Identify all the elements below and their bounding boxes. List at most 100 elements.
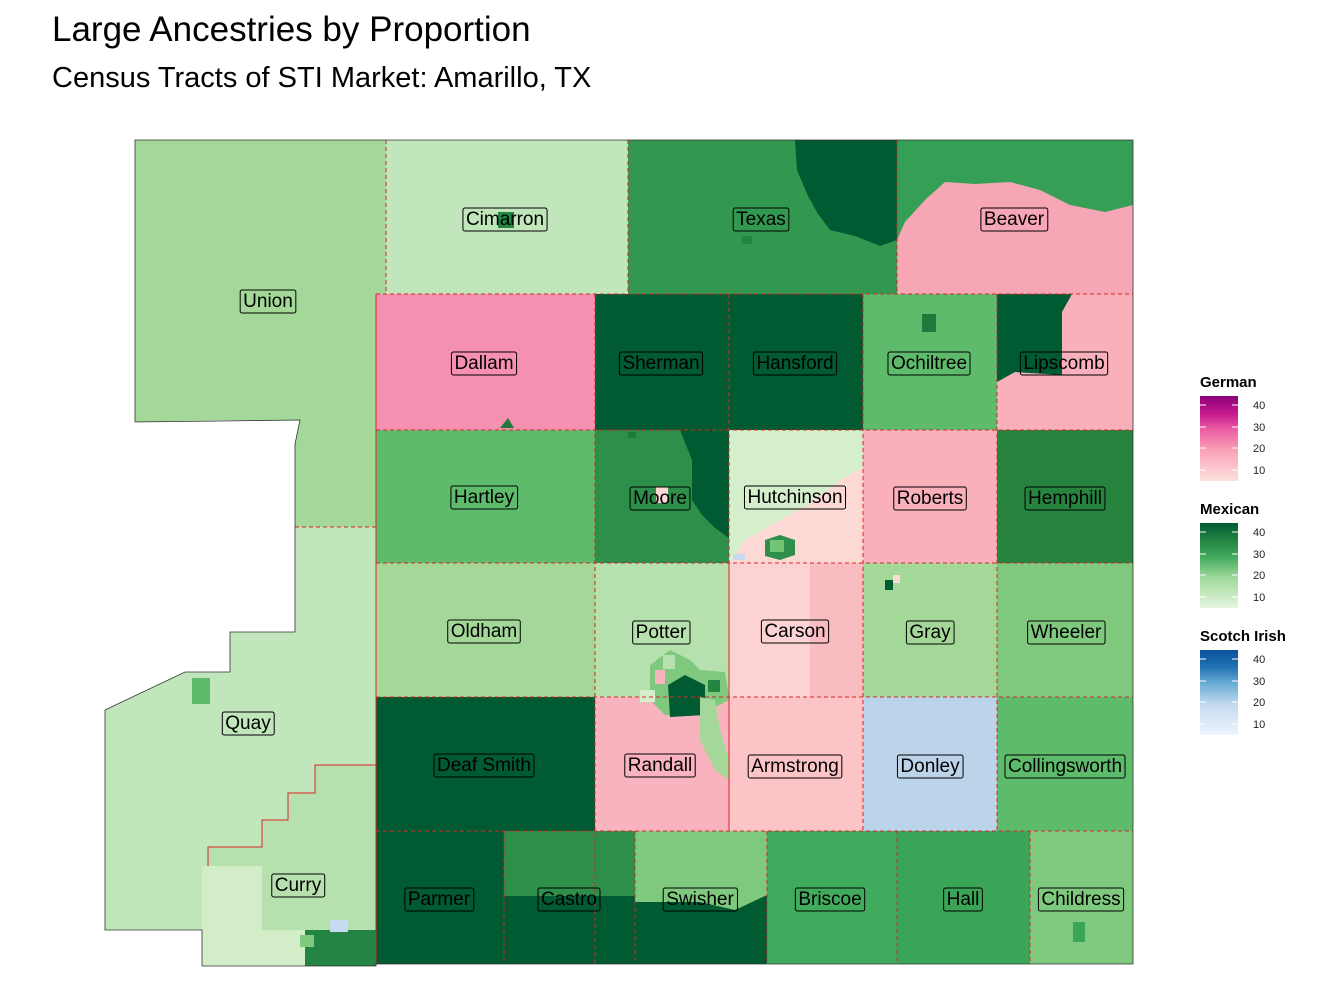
county-label-briscoe: Briscoe xyxy=(794,887,866,912)
county-label-dallam: Dallam xyxy=(450,351,518,376)
county-label-deaf-smith: Deaf Smith xyxy=(433,753,535,778)
legend-colorbar xyxy=(1200,523,1238,608)
county-hartley xyxy=(376,430,595,563)
county-label-box xyxy=(450,351,518,376)
county-deaf-smith xyxy=(376,697,595,831)
county-label-box xyxy=(1004,754,1126,779)
county-borders xyxy=(295,140,1133,964)
county-label-box xyxy=(980,207,1049,232)
county-quay xyxy=(105,527,376,930)
county-name: Hansford xyxy=(756,353,833,374)
county-label-box xyxy=(221,711,275,736)
county-label-box xyxy=(404,887,475,912)
county-name: Sherman xyxy=(622,353,699,374)
legend-tick-label: 40 xyxy=(1253,527,1265,539)
county-label-box xyxy=(632,620,691,645)
county-label-texas: Texas xyxy=(732,207,790,232)
county-name: Briscoe xyxy=(798,889,861,910)
legend-title: German xyxy=(1200,374,1257,391)
legend-tick-label: 10 xyxy=(1253,592,1265,604)
legend-tick-label: 20 xyxy=(1253,697,1265,709)
county-label-box xyxy=(743,485,847,510)
county-name: Ochiltree xyxy=(891,353,967,374)
hutchinson-pink-tract xyxy=(729,468,863,563)
legend-tick-label: 30 xyxy=(1253,676,1265,688)
legend-tick-label: 20 xyxy=(1253,570,1265,582)
county-union xyxy=(135,140,386,527)
county-briscoe xyxy=(767,831,897,964)
county-label-box xyxy=(760,619,830,644)
county-label-box xyxy=(1024,486,1106,511)
county-label-box xyxy=(794,887,866,912)
castro-north-tract xyxy=(504,831,635,896)
county-parmer xyxy=(376,831,504,964)
county-name: Hartley xyxy=(454,487,515,508)
county-label-ochiltree: Ochiltree xyxy=(887,351,971,376)
county-label-carson: Carson xyxy=(760,619,830,644)
county-name: Oldham xyxy=(451,621,518,642)
county-name: Hemphill xyxy=(1028,488,1102,509)
county-label-gray: Gray xyxy=(905,620,955,645)
county-label-wheeler: Wheeler xyxy=(1027,620,1106,645)
county-label-box xyxy=(239,289,297,314)
county-label-box xyxy=(887,351,971,376)
county-name: Potter xyxy=(636,622,687,643)
county-label-randall: Randall xyxy=(624,753,696,778)
county-name: Deaf Smith xyxy=(437,755,531,776)
county-collingsworth xyxy=(997,697,1133,831)
county-labels: Cimarron Texas Beaver Union Dallam Sherman Han… xyxy=(221,207,1126,912)
county-label-box xyxy=(943,887,983,912)
county-name: Gray xyxy=(909,622,951,643)
county-label-swisher: Swisher xyxy=(662,887,738,912)
county-label-cimarron: Cimarron xyxy=(462,207,548,232)
county-label-curry: Curry xyxy=(271,873,326,898)
county-label-box xyxy=(629,486,691,511)
county-name: Donley xyxy=(900,756,960,777)
county-name: Lipscomb xyxy=(1023,353,1104,374)
county-label-castro: Castro xyxy=(537,887,601,912)
curry-light-tract xyxy=(202,866,305,966)
legend-tick-label: 30 xyxy=(1253,549,1265,561)
county-label-box xyxy=(752,351,838,376)
county-name: Cimarron xyxy=(466,209,544,230)
county-label-box xyxy=(1019,351,1109,376)
county-label-sherman: Sherman xyxy=(618,351,704,376)
county-label-hemphill: Hemphill xyxy=(1024,486,1106,511)
county-donley xyxy=(863,697,997,831)
county-label-donley: Donley xyxy=(896,754,964,779)
legend-tick-label: 10 xyxy=(1253,719,1265,731)
county-borders-solid xyxy=(207,294,730,964)
county-name: Randall xyxy=(628,755,692,776)
county-name: Roberts xyxy=(897,488,964,509)
county-label-box xyxy=(732,207,790,232)
county-label-quay: Quay xyxy=(221,711,275,736)
county-name: Dallam xyxy=(454,353,513,374)
county-name: Parmer xyxy=(408,889,471,910)
county-label-box xyxy=(896,754,964,779)
county-label-box xyxy=(618,351,704,376)
county-label-box xyxy=(537,887,601,912)
county-label-box xyxy=(1027,620,1106,645)
county-wheeler xyxy=(997,563,1133,697)
county-label-potter: Potter xyxy=(632,620,691,645)
county-label-collingsworth: Collingsworth xyxy=(1004,754,1126,779)
county-label-box xyxy=(271,873,326,898)
legend-title: Mexican xyxy=(1200,501,1259,518)
curry-dark-tract xyxy=(305,930,376,966)
county-roberts xyxy=(863,430,997,563)
legend-mexican: Mexican 40 30 20 10 xyxy=(1200,501,1265,608)
legend-german: German 40 30 20 10 xyxy=(1200,374,1265,481)
county-label-hall: Hall xyxy=(943,887,983,912)
county-label-childress: Childress xyxy=(1037,887,1125,912)
county-label-oldham: Oldham xyxy=(447,619,521,644)
lipscomb-green-tract xyxy=(997,294,1072,382)
swisher-dark-tract xyxy=(635,895,767,964)
county-label-hartley: Hartley xyxy=(450,485,519,510)
county-label-box xyxy=(893,486,967,511)
county-label-box xyxy=(447,619,521,644)
county-label-armstrong: Armstrong xyxy=(747,754,843,779)
county-label-box xyxy=(1037,887,1125,912)
county-name: Hall xyxy=(947,889,980,910)
county-dallam xyxy=(376,294,595,430)
